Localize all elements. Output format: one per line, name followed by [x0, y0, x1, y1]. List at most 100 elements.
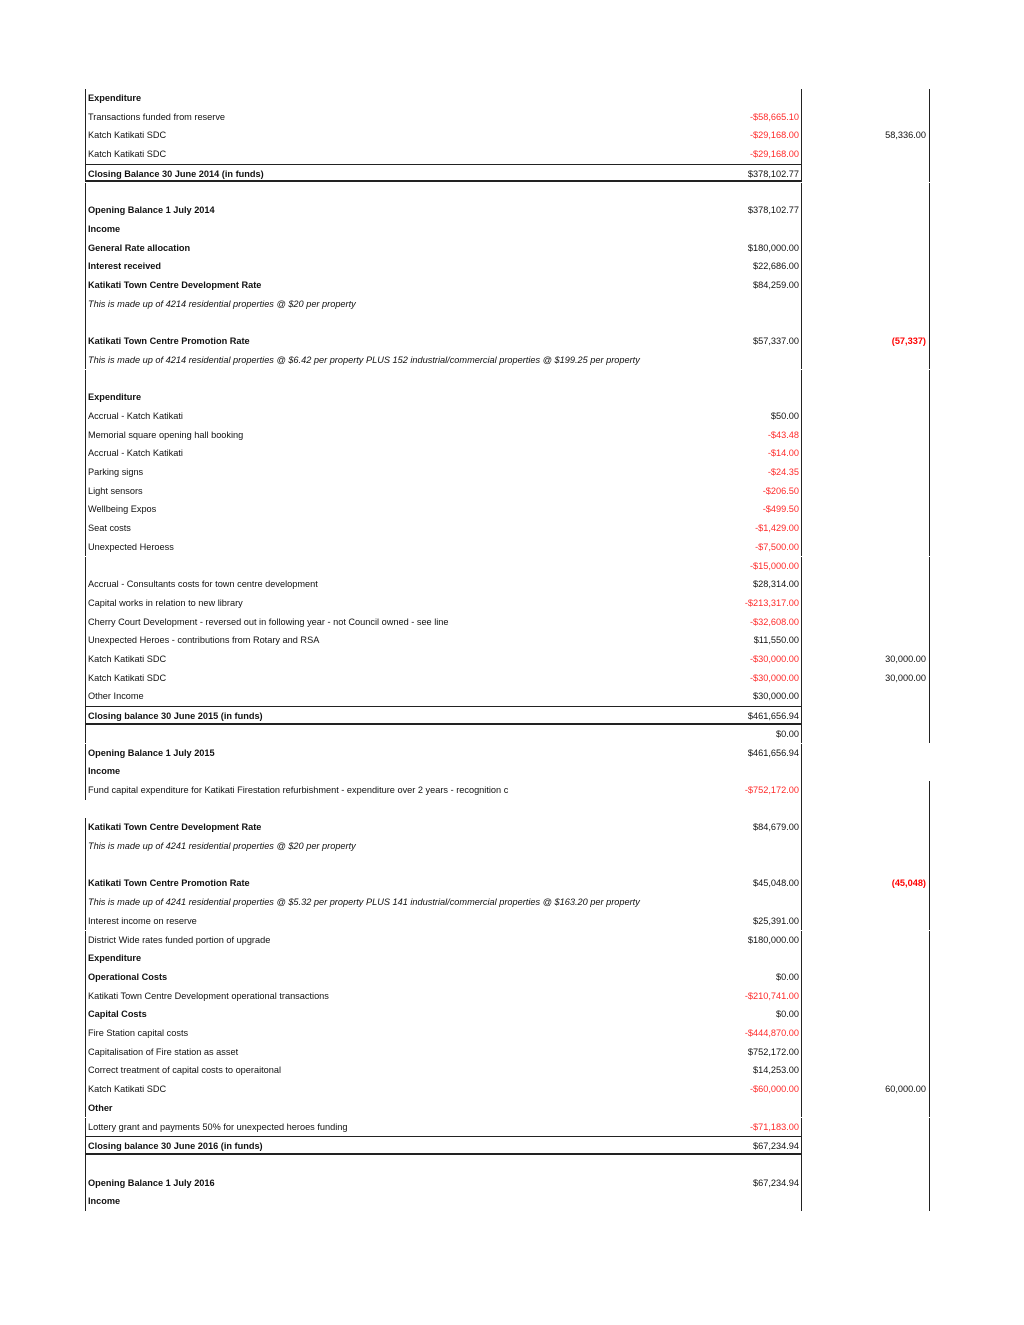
table-row: Other — [85, 1098, 930, 1118]
table-row: Unexpected Heroes - contributions from R… — [85, 631, 930, 650]
row-adjustment — [802, 444, 930, 463]
row-label: Accrual - Consultants costs for town cen… — [85, 575, 700, 594]
row-label: Cherry Court Development - reversed out … — [85, 612, 700, 632]
row-adjustment — [802, 855, 930, 875]
row-label: Opening Balance 1 July 2015 — [85, 743, 700, 763]
row-amount: $0.00 — [700, 967, 802, 987]
row-adjustment — [802, 818, 930, 837]
row-adjustment — [802, 706, 930, 725]
row-amount — [700, 837, 802, 856]
row-amount: -$58,665.10 — [700, 107, 802, 127]
row-label: Closing balance 30 June 2016 (in funds) — [85, 1136, 700, 1155]
row-label: Lottery grant and payments 50% for unexp… — [85, 1117, 700, 1137]
row-adjustment — [802, 744, 930, 763]
row-amount: $461,656.94 — [700, 743, 802, 763]
row-adjustment — [802, 1173, 930, 1193]
row-adjustment — [802, 911, 930, 931]
row-label: District Wide rates funded portion of up… — [85, 930, 700, 950]
table-row: Opening Balance 1 July 2015 $461,656.94 — [85, 743, 930, 763]
row-adjustment — [802, 1136, 930, 1155]
row-label: Katikati Town Centre Development Rate — [85, 276, 700, 295]
row-label: Interest income on reserve — [85, 911, 700, 931]
row-amount: -$1,429.00 — [700, 519, 802, 538]
table-row: Accrual - Katch Katikati -$14.00 — [85, 444, 930, 463]
row-adjustment — [802, 406, 930, 426]
row-amount: $180,000.00 — [700, 238, 802, 258]
row-adjustment: 58,336.00 — [802, 126, 930, 146]
row-label: Katikati Town Centre Development operati… — [85, 986, 700, 1006]
row-amount: $25,391.00 — [700, 911, 802, 931]
row-amount: -$752,172.00 — [700, 780, 802, 800]
row-adjustment — [802, 238, 930, 258]
closing-balance-row: Closing Balance 30 June 2014 (in funds) $… — [85, 163, 930, 183]
row-adjustment — [802, 1192, 930, 1211]
row-amount: $0.00 — [700, 724, 802, 744]
row-adjustment — [802, 949, 930, 968]
table-row: $0.00 — [85, 724, 930, 744]
table-row — [85, 313, 930, 333]
row-label: Light sensors — [85, 481, 700, 501]
table-row — [85, 1154, 930, 1174]
row-label: Other — [85, 1098, 700, 1118]
row-amount — [700, 1098, 802, 1118]
table-row — [85, 799, 930, 819]
row-label: Capital Costs — [85, 1005, 700, 1024]
row-label: Closing balance 30 June 2015 (in funds) — [85, 706, 700, 725]
row-amount: -$213,317.00 — [700, 593, 802, 613]
row-label: Katch Katikati SDC — [85, 668, 700, 688]
row-label: Operational Costs — [85, 967, 700, 987]
row-label: Income — [85, 219, 700, 239]
row-amount: $378,102.77 — [700, 201, 802, 220]
row-label: Other Income — [85, 687, 700, 707]
row-amount — [700, 799, 802, 819]
row-adjustment — [802, 1154, 930, 1174]
row-adjustment — [802, 388, 930, 407]
row-label: Income — [85, 762, 700, 781]
table-row: Light sensors -$206.50 — [85, 481, 930, 501]
row-label: Katikati Town Centre Promotion Rate — [85, 874, 700, 894]
row-amount — [700, 369, 802, 389]
table-row: Fund capital expenditure for Katikati Fi… — [85, 780, 930, 800]
row-adjustment — [802, 893, 930, 912]
row-label — [85, 855, 700, 875]
table-row: Katch Katikati SDC -$30,000.00 30,000.00 — [85, 650, 930, 669]
row-adjustment — [802, 163, 930, 183]
row-adjustment — [802, 967, 930, 987]
row-adjustment — [802, 481, 930, 501]
row-label: Unexpected Heroes - contributions from R… — [85, 631, 700, 650]
row-amount: -$30,000.00 — [700, 668, 802, 688]
row-adjustment — [802, 1061, 930, 1081]
row-amount: -$29,168.00 — [700, 145, 802, 164]
table-row: This is made up of 4214 residential prop… — [85, 350, 930, 370]
table-row: General Rate allocation $180,000.00 — [85, 238, 930, 258]
row-amount: -$71,183.00 — [700, 1117, 802, 1137]
row-adjustment — [802, 687, 930, 707]
row-adjustment — [802, 1024, 930, 1043]
row-amount: $22,686.00 — [700, 257, 802, 276]
table-row: Seat costs -$1,429.00 — [85, 519, 930, 538]
row-amount: -$210,741.00 — [700, 986, 802, 1006]
row-amount — [700, 949, 802, 968]
row-amount: -$32,608.00 — [700, 612, 802, 632]
row-label: Correct treatment of capital costs to op… — [85, 1061, 700, 1081]
row-amount: $752,172.00 — [700, 1042, 802, 1062]
table-row: Income — [85, 1192, 930, 1211]
row-adjustment — [802, 145, 930, 164]
table-row: Income — [85, 762, 930, 781]
row-adjustment — [802, 463, 930, 482]
row-amount: $378,102.77 — [700, 163, 802, 183]
table-row: Unexpected Heroess -$7,500.00 — [85, 537, 930, 557]
row-label: Seat costs — [85, 519, 700, 538]
row-label: Katch Katikati SDC — [85, 1080, 700, 1099]
row-adjustment — [802, 837, 930, 856]
row-amount: $45,048.00 — [700, 874, 802, 894]
row-label: This is made up of 4214 residential prop… — [85, 350, 700, 370]
table-row: Capital works in relation to new library… — [85, 593, 930, 613]
table-row: Katikati Town Centre Development operati… — [85, 986, 930, 1006]
row-adjustment — [802, 350, 930, 370]
row-adjustment — [802, 1117, 930, 1137]
row-adjustment — [802, 500, 930, 520]
table-row: Wellbeing Expos -$499.50 — [85, 500, 930, 520]
row-adjustment — [802, 612, 930, 632]
